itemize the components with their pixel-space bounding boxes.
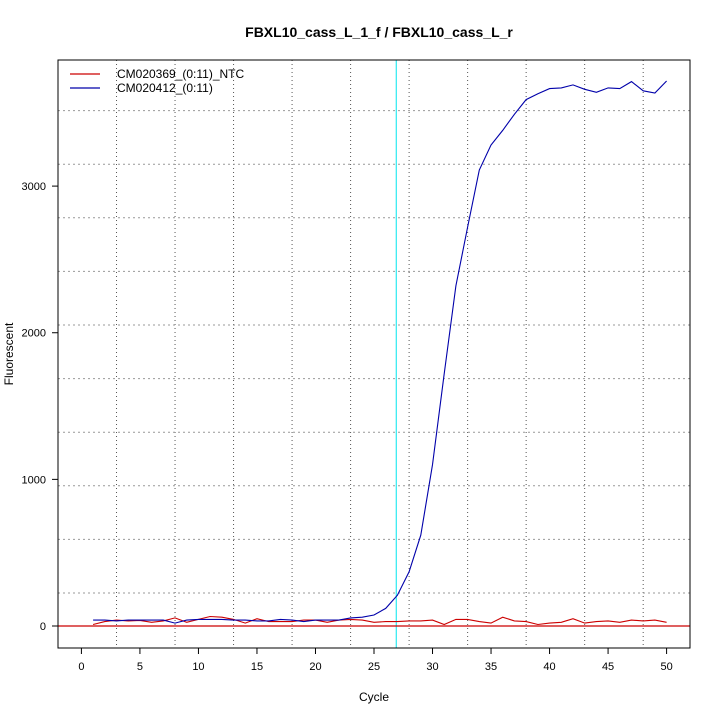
series-line-1 — [93, 80, 667, 624]
legend-label-sample: CM020412_(0:11) — [117, 81, 213, 95]
x-tick-label: 25 — [368, 661, 380, 673]
axes: 0 5 10 15 20 25 30 35 40 45 50 0 1000 2000 3000 — [22, 181, 673, 673]
series-lines — [58, 60, 690, 648]
x-tick-label: 20 — [309, 661, 321, 673]
x-tick-label: 40 — [543, 661, 555, 673]
y-tick-label: 3000 — [22, 181, 46, 193]
x-tick-label: 0 — [78, 661, 84, 673]
plot-frame — [57, 59, 691, 649]
x-tick-label: 5 — [137, 661, 143, 673]
x-tick-label: 30 — [426, 661, 438, 673]
series-line-0 — [92, 615, 667, 626]
y-tick-label: 0 — [40, 621, 46, 633]
x-axis-label: Cycle — [359, 690, 389, 704]
x-tick-label: 45 — [602, 661, 614, 673]
legend: CM020369_(0:11)_NTC CM020412_(0:11) — [70, 67, 245, 95]
y-tick-label: 1000 — [22, 474, 46, 486]
y-axis-label: Fluorescent — [2, 322, 16, 385]
grid-lines — [58, 60, 690, 648]
y-tick-label: 2000 — [22, 328, 46, 340]
legend-label-ntc: CM020369_(0:11)_NTC — [117, 67, 245, 81]
x-tick-label: 15 — [251, 661, 263, 673]
chart-title: FBXL10_cass_L_1_f / FBXL10_cass_L_r — [245, 24, 513, 40]
x-tick-label: 10 — [192, 661, 204, 673]
x-tick-label: 50 — [660, 661, 672, 673]
x-tick-label: 35 — [485, 661, 497, 673]
